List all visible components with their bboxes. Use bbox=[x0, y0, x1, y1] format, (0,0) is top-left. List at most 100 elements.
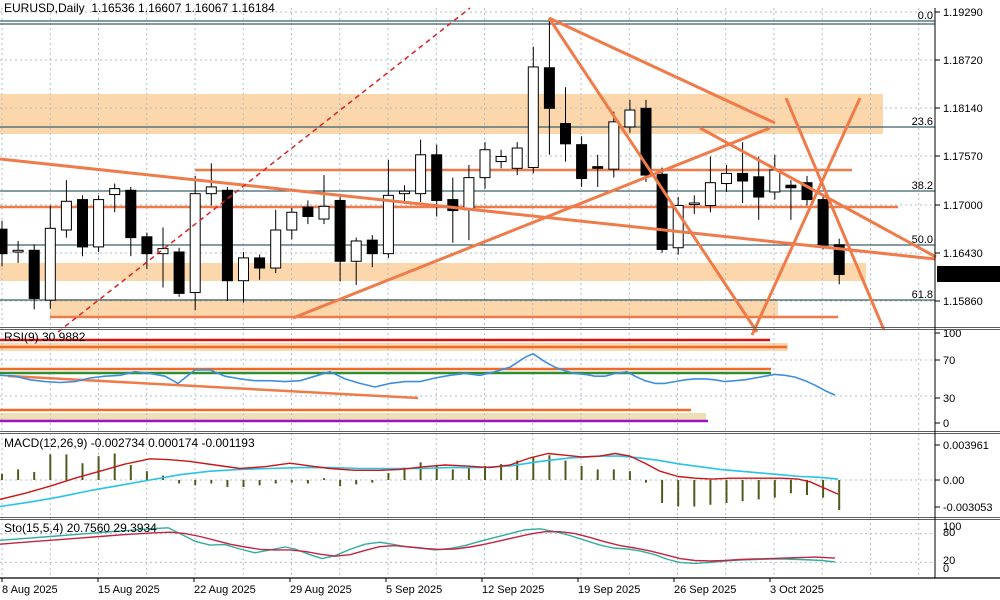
candle-body bbox=[479, 149, 491, 179]
macd-axis-label: 0.00 bbox=[943, 475, 964, 487]
candle-body bbox=[238, 257, 249, 282]
candle-body bbox=[93, 199, 105, 248]
candle-body bbox=[189, 193, 201, 294]
time-axis-label: 22 Aug 2025 bbox=[194, 584, 256, 596]
candle-body bbox=[141, 236, 153, 255]
fib-label: 23.6 bbox=[912, 116, 933, 128]
current-price-tag bbox=[937, 266, 1000, 282]
candle-body bbox=[753, 176, 765, 198]
price-zone bbox=[0, 94, 883, 134]
candle-body bbox=[769, 169, 781, 193]
candle-body bbox=[286, 211, 298, 231]
candle-body bbox=[415, 154, 427, 195]
fib-label: 50.0 bbox=[912, 234, 933, 246]
macd-axis-label: 0.003961 bbox=[943, 440, 989, 452]
time-axis-label: 26 Sep 2025 bbox=[674, 584, 736, 596]
price-axis-label: 1.15860 bbox=[943, 296, 983, 308]
candle-body bbox=[704, 182, 716, 207]
trendline bbox=[548, 16, 776, 125]
price-zone bbox=[50, 299, 778, 316]
candle-body bbox=[254, 257, 266, 269]
current-price-tag-text: 1.16184 bbox=[943, 269, 983, 281]
candle-body bbox=[495, 155, 507, 163]
fib-label: 0.0 bbox=[918, 10, 933, 22]
candle-body bbox=[77, 199, 88, 248]
trendline bbox=[750, 97, 862, 336]
price-zone bbox=[0, 263, 866, 281]
macd-main-line bbox=[0, 452, 839, 501]
sto-axis-label: 80 bbox=[943, 527, 955, 539]
candle-body bbox=[318, 205, 330, 220]
candle-body bbox=[576, 144, 588, 179]
trendline bbox=[784, 97, 886, 331]
candle-body bbox=[109, 188, 121, 196]
candle-body bbox=[447, 199, 459, 212]
time-axis-label: 19 Sep 2025 bbox=[578, 584, 640, 596]
sto-axis-label: 20 bbox=[943, 555, 955, 567]
candle-body bbox=[205, 186, 217, 195]
candle-body bbox=[608, 121, 620, 170]
candle-body bbox=[543, 67, 555, 109]
macd-axis-label: -0.003053 bbox=[943, 502, 993, 514]
candle-body bbox=[334, 199, 346, 262]
rsi-axis-label: 70 bbox=[943, 355, 955, 367]
candle-body bbox=[737, 172, 749, 182]
candle-body bbox=[624, 109, 636, 128]
sto-axis-label: 100 bbox=[943, 521, 961, 533]
candle-body bbox=[28, 249, 40, 299]
candle-body bbox=[511, 147, 523, 169]
trendline bbox=[292, 126, 771, 320]
candle-body bbox=[366, 239, 378, 255]
candle-body bbox=[60, 200, 72, 231]
chart-title: EURUSD,Daily 1.16536 1.16607 1.16067 1.1… bbox=[4, 1, 275, 15]
candle-body bbox=[527, 66, 539, 168]
price-axis-label: 1.18720 bbox=[943, 55, 983, 67]
trendline bbox=[0, 157, 936, 261]
candle-body bbox=[0, 228, 8, 255]
candle-body bbox=[157, 248, 169, 255]
price-axis-label: 1.19290 bbox=[943, 7, 983, 19]
candle-body bbox=[44, 227, 56, 301]
candle-body bbox=[560, 123, 571, 145]
rsi-line bbox=[0, 352, 836, 396]
rsi-panel-title: RSI(9) 30.9882 bbox=[4, 330, 86, 344]
time-axis-label: 3 Oct 2025 bbox=[770, 584, 824, 596]
rsi-band bbox=[0, 413, 706, 420]
candle-body bbox=[350, 240, 362, 262]
candle-body bbox=[125, 189, 137, 239]
dashed-trendline bbox=[57, 7, 471, 333]
price-axis-label: 1.17570 bbox=[943, 151, 983, 163]
candle-body bbox=[721, 172, 732, 185]
sto-panel-title: Sto(15,5,4) 20.7560 29.3934 bbox=[4, 521, 157, 535]
candle-body bbox=[688, 202, 700, 206]
rsi-axis-label: 30 bbox=[943, 393, 955, 405]
candle-body bbox=[382, 194, 394, 255]
time-axis-label: 8 Aug 2025 bbox=[2, 584, 58, 596]
candle-body bbox=[817, 199, 829, 246]
candle-body bbox=[833, 244, 845, 275]
rsi-axis-label: 100 bbox=[943, 328, 961, 340]
price-axis-label: 1.18140 bbox=[943, 103, 983, 115]
candle-body bbox=[399, 190, 410, 195]
rsi-axis-label: 0 bbox=[943, 418, 949, 430]
candle-body bbox=[221, 189, 233, 282]
candle-body bbox=[173, 251, 185, 294]
candle-body bbox=[672, 205, 684, 249]
time-axis-label: 29 Aug 2025 bbox=[290, 584, 352, 596]
candle-body bbox=[785, 184, 797, 189]
candle-body bbox=[640, 107, 652, 176]
candle-body bbox=[592, 166, 604, 169]
candle-body bbox=[656, 173, 668, 250]
candle-body bbox=[12, 249, 24, 253]
candle-body bbox=[801, 182, 813, 201]
time-axis-label: 5 Sep 2025 bbox=[386, 584, 442, 596]
price-axis-label: 1.17000 bbox=[943, 200, 983, 212]
sto-axis-label: 0 bbox=[943, 563, 949, 575]
time-axis-label: 15 Aug 2025 bbox=[98, 584, 160, 596]
macd-panel-title: MACD(12,26,9) -0.002734 0.000174 -0.0011… bbox=[4, 436, 255, 450]
candle-body bbox=[463, 177, 475, 211]
candle-body bbox=[270, 229, 282, 269]
candle-body bbox=[302, 206, 314, 217]
